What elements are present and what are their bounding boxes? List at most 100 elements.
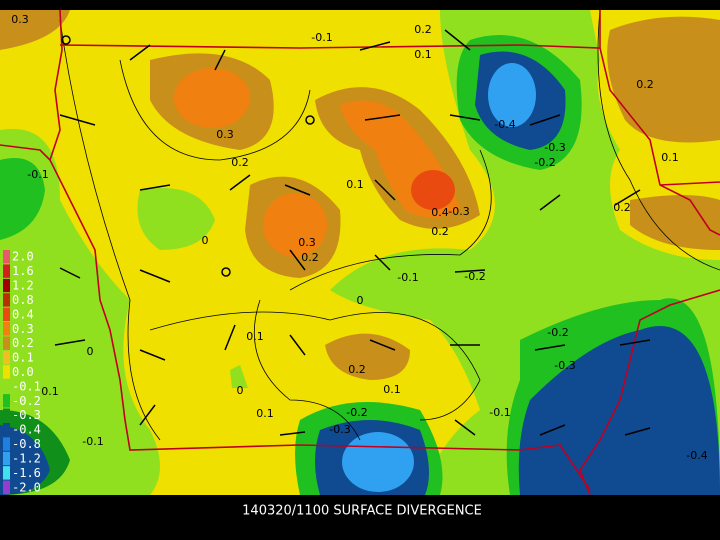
wind-barb <box>539 194 561 211</box>
wind-barb <box>364 114 401 121</box>
legend-label: -1.2 <box>12 451 41 465</box>
contour-label: -0.3 <box>329 423 350 436</box>
contour-label: 0.3 <box>11 13 29 26</box>
border-line <box>659 181 720 186</box>
legend-label: 0.0 <box>12 365 34 379</box>
isoline <box>119 59 311 161</box>
isoline <box>149 311 481 421</box>
contour-label: 0.1 <box>383 383 401 396</box>
contour-label: -0.2 <box>464 270 485 283</box>
contour-label: 0 <box>237 384 244 397</box>
isoline <box>289 149 492 291</box>
wind-barb <box>619 339 651 346</box>
contour-label: -0.2 <box>346 406 367 419</box>
wind-barb <box>224 324 236 351</box>
field-area <box>630 195 720 250</box>
legend-swatch <box>3 451 10 466</box>
legend-swatch <box>3 379 10 394</box>
contour-label: -0.3 <box>448 205 469 218</box>
wind-barb <box>534 344 566 351</box>
wind-barb <box>444 29 471 51</box>
contour-label: 0.2 <box>636 78 654 91</box>
contour-label: 0 <box>87 345 94 358</box>
legend-swatch <box>3 394 10 408</box>
wind-barbs <box>54 29 651 436</box>
legend-swatch <box>3 437 10 451</box>
wind-barb <box>279 431 306 436</box>
contour-label: -0.4 <box>686 449 707 462</box>
legend-swatch <box>3 250 10 264</box>
border-line <box>0 144 51 161</box>
border-line <box>49 9 591 491</box>
legend-swatch <box>3 293 10 307</box>
legend-label: 0.4 <box>12 307 34 321</box>
legend-swatch <box>3 480 10 494</box>
wind-barb <box>54 339 86 346</box>
contour-label: 0.1 <box>246 330 264 343</box>
station-marker <box>221 267 231 277</box>
contour-label: -0.4 <box>494 118 515 131</box>
contour-label: -0.1 <box>311 31 332 44</box>
legend-label: 0.3 <box>12 322 34 336</box>
contour-label: 0.2 <box>231 156 249 169</box>
contour-label: 0.2 <box>414 23 432 36</box>
field-area <box>0 10 70 50</box>
contour-label: 0.1 <box>256 407 274 420</box>
wind-barb <box>59 114 96 126</box>
contour-label: 0.2 <box>431 225 449 238</box>
legend-swatch <box>3 278 10 293</box>
field-area <box>230 365 248 388</box>
contour-label: 0 <box>357 294 364 307</box>
contour-label: 0.2 <box>348 363 366 376</box>
wind-barb <box>529 114 561 126</box>
contour-label: 0.1 <box>414 48 432 61</box>
contour-label: -0.1 <box>397 271 418 284</box>
contour-label: -0.1 <box>27 168 48 181</box>
wind-barb <box>624 427 651 436</box>
legend-label: -0.3 <box>12 408 41 422</box>
legend-label: -0.8 <box>12 437 41 451</box>
contour-label: 0.1 <box>661 151 679 164</box>
wind-barb <box>454 269 486 273</box>
contour-label: -0.2 <box>547 326 568 339</box>
border-line <box>579 289 720 496</box>
legend-swatch <box>3 264 10 278</box>
field-area <box>174 68 250 128</box>
field-area <box>488 63 536 127</box>
legend-label: -0.1 <box>12 379 41 393</box>
wind-barb <box>139 349 166 361</box>
contour-label: -0.3 <box>544 141 565 154</box>
wind-barb <box>374 179 396 201</box>
legend-swatch <box>3 365 10 379</box>
border-line <box>59 10 601 49</box>
contour-label: -0.3 <box>554 359 575 372</box>
state-borders <box>0 9 720 496</box>
wind-barb <box>139 184 171 191</box>
contour-labels: 0.30.2-0.10.10.2-0.40.3-0.3-0.10.2 -0.2 0.… <box>11 13 707 462</box>
contour-label: 0.3 <box>216 128 234 141</box>
legend-label: -2.0 <box>12 480 41 494</box>
legend-label: -0.4 <box>12 423 41 437</box>
wind-barb <box>374 254 391 271</box>
field <box>0 10 720 495</box>
station-marker <box>61 35 71 45</box>
isoline <box>59 19 161 441</box>
field-area <box>0 425 50 495</box>
contour-label: -0.1 <box>489 406 510 419</box>
contour-label: 0 <box>202 234 209 247</box>
wind-barb <box>139 404 156 426</box>
legend-label: 2.0 <box>12 250 34 264</box>
wind-barb <box>369 339 396 351</box>
legend-label: 1.2 <box>12 279 34 293</box>
contour-label: 0.3 <box>298 236 316 249</box>
legend-swatch <box>3 408 10 422</box>
contour-label: 0.1 <box>346 178 364 191</box>
contour-label: -0.2 <box>534 156 555 169</box>
legend-label: 0.2 <box>12 336 34 350</box>
field-area <box>263 193 327 257</box>
wind-barb <box>539 424 566 436</box>
isoline <box>597 9 720 271</box>
field-area <box>0 128 160 495</box>
wind-barb <box>614 189 641 206</box>
isolines <box>59 9 720 441</box>
